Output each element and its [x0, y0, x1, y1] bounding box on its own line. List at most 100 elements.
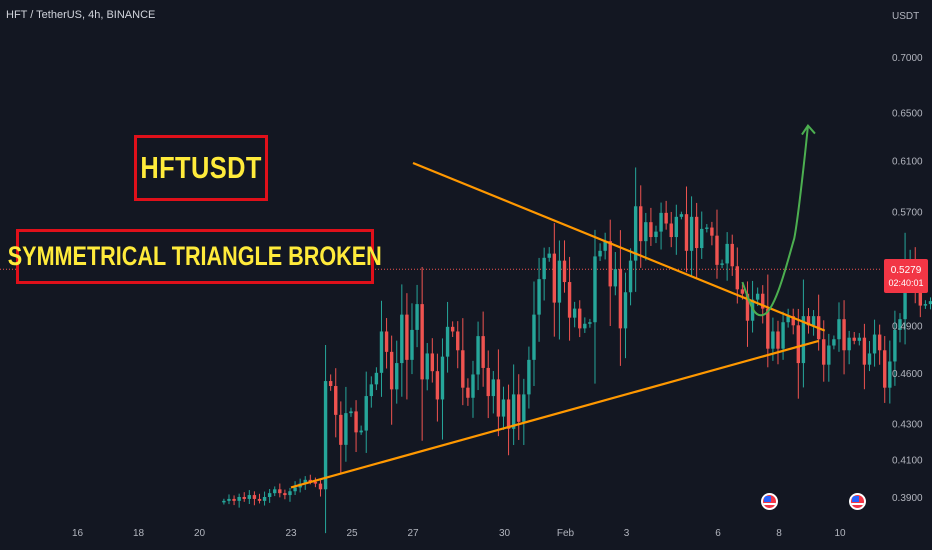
us-flag-event-icon[interactable] [761, 493, 778, 510]
candle-body [430, 353, 435, 372]
candle-body [771, 331, 775, 349]
us-flag-event-icon[interactable] [849, 493, 866, 510]
candle-body [806, 316, 811, 326]
candle-body [461, 350, 465, 388]
symbol-title[interactable]: HFT / TetherUS, 4h, BINANCE [6, 9, 156, 21]
candle-body [923, 304, 928, 306]
candle-body [883, 350, 887, 388]
candle-body [542, 257, 546, 280]
candle-body [710, 227, 714, 236]
candle-body [639, 206, 643, 242]
candle-body [822, 339, 826, 365]
candle-body [705, 227, 709, 229]
last-price-value: 0.5279 [890, 264, 922, 276]
candle-body [567, 282, 572, 318]
candle-body [852, 337, 856, 341]
candle-body [262, 497, 267, 501]
candle-body [623, 292, 628, 329]
candle-body [684, 214, 689, 251]
candle-body [847, 337, 851, 351]
candle-body [232, 498, 236, 501]
candle-body [745, 293, 750, 321]
date-tick-label: 10 [834, 528, 846, 539]
candle-body [501, 399, 506, 417]
price-tick-label: 0.6100 [892, 157, 923, 168]
candle-body [781, 322, 785, 349]
pattern-label-box: SYMMETRICAL TRIANGLE BROKEN [8, 229, 382, 284]
candle-body [283, 493, 287, 496]
candle-body [522, 394, 526, 422]
price-tick-label: 0.4100 [892, 455, 923, 466]
candle-body [700, 228, 704, 249]
candle-body [267, 493, 272, 497]
candle-body [867, 353, 872, 365]
candle-body [898, 319, 902, 330]
candle-body [237, 497, 241, 501]
candle-body [862, 337, 867, 365]
date-tick-label: 25 [346, 528, 358, 539]
candle-body [308, 479, 313, 482]
candle-body [832, 339, 836, 346]
date-tick-label: 3 [624, 528, 630, 539]
price-tick-label: 0.6500 [892, 109, 923, 120]
candle-body [481, 336, 485, 368]
candle-body [918, 282, 923, 306]
candle-body [547, 253, 551, 258]
upper-trendline [412, 161, 826, 332]
candle-body [511, 394, 516, 429]
date-tick-label: 30 [499, 528, 511, 539]
candle-body [842, 319, 846, 351]
candle-body [374, 372, 379, 385]
candle-body [811, 316, 816, 326]
candle-body [761, 293, 765, 309]
hftusdt-label-box: HFTUSDT [134, 135, 268, 201]
candle-body [323, 381, 328, 490]
candle-body [791, 316, 795, 326]
candle-body [410, 329, 414, 360]
candle-body [445, 326, 450, 357]
candle-body [872, 334, 877, 354]
candle-body [527, 359, 531, 395]
date-tick-label: 20 [194, 528, 206, 539]
candle-body [288, 491, 292, 496]
candle-body [293, 487, 297, 492]
candle-body [715, 235, 719, 265]
price-tick-label: 0.3900 [892, 493, 923, 504]
candle-body [618, 269, 623, 329]
candle-body [649, 222, 653, 238]
candle-body [659, 212, 663, 232]
candle-body [644, 222, 648, 242]
candle-body [633, 206, 638, 261]
candle-body [364, 396, 368, 431]
candle-body [888, 361, 892, 388]
candle-body [400, 314, 404, 364]
candle-body [588, 322, 592, 324]
candle-body [654, 231, 658, 238]
price-tick-label: 0.7000 [892, 53, 923, 64]
candle-body [496, 379, 501, 417]
candle-body [384, 331, 389, 352]
candle-body [857, 337, 862, 341]
candle-body [369, 384, 374, 397]
candle-body [730, 243, 734, 267]
candle-body [674, 216, 679, 238]
candle-body [578, 308, 582, 329]
candle-body [318, 483, 323, 490]
candle-body [720, 263, 724, 265]
candle-body [801, 316, 806, 364]
pattern-label: SYMMETRICAL TRIANGLE BROKEN [8, 241, 383, 271]
candle-body [486, 367, 490, 397]
candle-body [471, 374, 475, 398]
date-tick-label: 27 [407, 528, 419, 539]
date-tick-label: 18 [133, 528, 145, 539]
candle-body [796, 325, 801, 364]
candle-body [827, 345, 831, 365]
candle-body [669, 223, 673, 238]
candle-body [583, 323, 587, 329]
candle-body [303, 479, 307, 484]
candle-body [537, 279, 541, 315]
candle-body [928, 301, 932, 305]
candle-body [664, 212, 668, 224]
candle-body [877, 334, 882, 351]
